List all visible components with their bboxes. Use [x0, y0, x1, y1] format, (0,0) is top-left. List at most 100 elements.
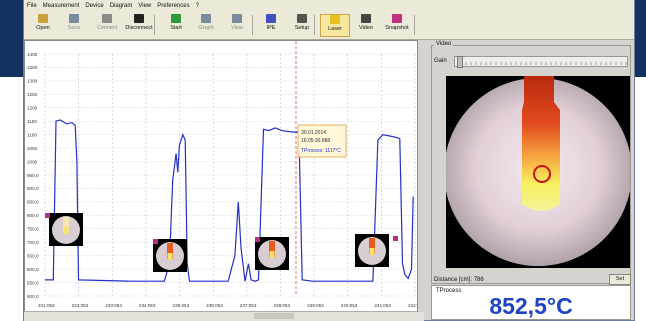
measurement-spot-circle: [533, 165, 551, 183]
distance-value: 786: [473, 277, 484, 283]
y-tick-label: 900,0: [27, 186, 39, 191]
x-tick-label: 232:053: [72, 303, 89, 308]
video-button[interactable]: Video: [351, 14, 381, 37]
y-tick-label: 1300: [27, 79, 38, 84]
set-button[interactable]: Set: [609, 274, 631, 285]
video-group-title: Video: [434, 41, 454, 47]
graph-icon: [201, 14, 211, 23]
menu-[interactable]: ?: [195, 2, 199, 9]
y-tick-label: 1050: [27, 146, 38, 151]
scroll-thumb[interactable]: [254, 313, 294, 319]
y-tick-label: 650,0: [27, 253, 39, 258]
disconnect-icon: [134, 14, 144, 23]
video-view: [444, 76, 632, 268]
x-tick-label: 237:053: [240, 303, 257, 308]
connect-button-label: Connect: [96, 25, 118, 31]
menu-device[interactable]: Device: [85, 2, 104, 9]
toolbar-separator: [154, 15, 155, 35]
plot-horizontal-scrollbar[interactable]: [24, 311, 424, 321]
x-tick-label: 231:053: [38, 303, 55, 308]
snapshot-thumbnail: [49, 213, 83, 246]
graph-button-label: Graph: [198, 25, 214, 31]
ipe-button[interactable]: IPE: [256, 14, 286, 37]
setup-button-label: Setup: [294, 25, 310, 31]
y-tick-label: 1150: [27, 119, 37, 124]
snapshot-thumbnails: [45, 213, 398, 272]
x-tick-label: 233:053: [105, 303, 122, 308]
right-panel: Video Gain: [429, 40, 634, 320]
y-tick-label: 1400: [27, 52, 38, 57]
temperature-plot[interactable]: 30.01.2014 16:05:30.888 TProcess: 1117°C…: [24, 40, 425, 312]
chart-svg: 30.01.2014 16:05:30.888 TProcess: 1117°C…: [27, 41, 425, 308]
toolbar-separator: [414, 15, 415, 35]
y-tick-label: 600,0: [27, 267, 39, 272]
laser-button-label: Laser: [328, 26, 342, 32]
distance-label: Distance [cm]:: [434, 277, 473, 283]
save-button-label: Save: [67, 25, 81, 31]
tooltip-value: TProcess: 1117°C: [301, 148, 341, 154]
video-group: Video Gain: [431, 41, 632, 285]
menu-measurement[interactable]: Measurement: [42, 2, 80, 9]
tooltip-time: 16:05:30.888: [301, 138, 330, 144]
view-icon: [232, 14, 242, 23]
snapshot-button[interactable]: Snapshot: [382, 14, 412, 37]
setup-button[interactable]: Setup: [287, 14, 317, 37]
menu-diagram[interactable]: Diagram: [109, 2, 133, 9]
start-button[interactable]: Start: [161, 14, 191, 37]
application-window: File Measurement Device Diagram View Preferen…: [24, 0, 634, 321]
snapshot-marker: [45, 213, 50, 218]
menu-view[interactable]: View: [138, 2, 152, 9]
toolbar-separator: [252, 15, 253, 35]
snapshot-icon: [392, 14, 402, 23]
hot-workpiece: [522, 76, 560, 211]
snapshot-marker: [393, 236, 398, 241]
y-tick-label: 1000: [27, 159, 38, 164]
toolbar: Open Save Connect Disconnect Start Graph View I…: [24, 11, 634, 40]
ipe-icon: [266, 14, 276, 23]
snapshot-button-label: Snapshot: [385, 25, 409, 31]
distance-readout: Distance [cm]: 786: [434, 277, 484, 283]
y-tick-label: 850,0: [27, 200, 39, 205]
open-button-label: Open: [36, 25, 50, 31]
disconnect-button[interactable]: Disconnect: [124, 14, 154, 37]
gain-slider[interactable]: [454, 56, 628, 68]
laser-icon: [330, 15, 340, 24]
y-tick-label: 1200: [27, 106, 38, 111]
y-tick-label: 1250: [27, 92, 38, 97]
snapshot-marker: [255, 237, 260, 242]
tprocess-series-line: [44, 119, 414, 282]
x-tick-label: 240:053: [341, 303, 358, 308]
connect-button[interactable]: Connect: [92, 14, 122, 37]
menu-file[interactable]: File: [27, 2, 37, 9]
open-button[interactable]: Open: [28, 14, 58, 37]
value-tooltip: 30.01.2014 16:05:30.888 TProcess: 1117°C: [297, 124, 347, 158]
y-tick-label: 700,0: [27, 240, 39, 245]
laser-button[interactable]: Laser: [320, 14, 350, 37]
snapshot-thumbnail: [255, 237, 289, 270]
y-tick-label: 800,0: [27, 213, 39, 218]
connect-icon: [102, 14, 112, 23]
y-tick-label: 500,0: [27, 294, 39, 299]
tprocess-value: 852,5°C: [489, 293, 573, 319]
start-icon: [171, 14, 181, 23]
video-button-label: Video: [359, 25, 373, 31]
x-tick-label: 241:053: [374, 303, 391, 308]
x-tick-label: 236:053: [206, 303, 223, 308]
open-icon: [38, 14, 48, 23]
tooltip-date: 30.01.2014: [301, 130, 326, 136]
view-button[interactable]: View: [222, 14, 252, 37]
graph-button[interactable]: Graph: [191, 14, 221, 37]
save-button[interactable]: Save: [59, 14, 89, 37]
tprocess-label: TProcess: [436, 288, 462, 294]
y-tick-label: 950,0: [27, 173, 39, 178]
disconnect-button-label: Disconnect: [125, 25, 153, 31]
menu-bar: File Measurement Device Diagram View Preferen…: [24, 0, 634, 11]
gain-label: Gain: [434, 58, 447, 64]
x-tick-label: 238:053: [273, 303, 290, 308]
gain-slider-thumb[interactable]: [457, 56, 463, 68]
menu-preferences[interactable]: Preferences: [157, 2, 190, 9]
video-icon: [361, 14, 371, 23]
setup-icon: [297, 14, 307, 23]
splitter-bar[interactable]: [419, 40, 429, 312]
x-tick-label: 239:053: [307, 303, 324, 308]
